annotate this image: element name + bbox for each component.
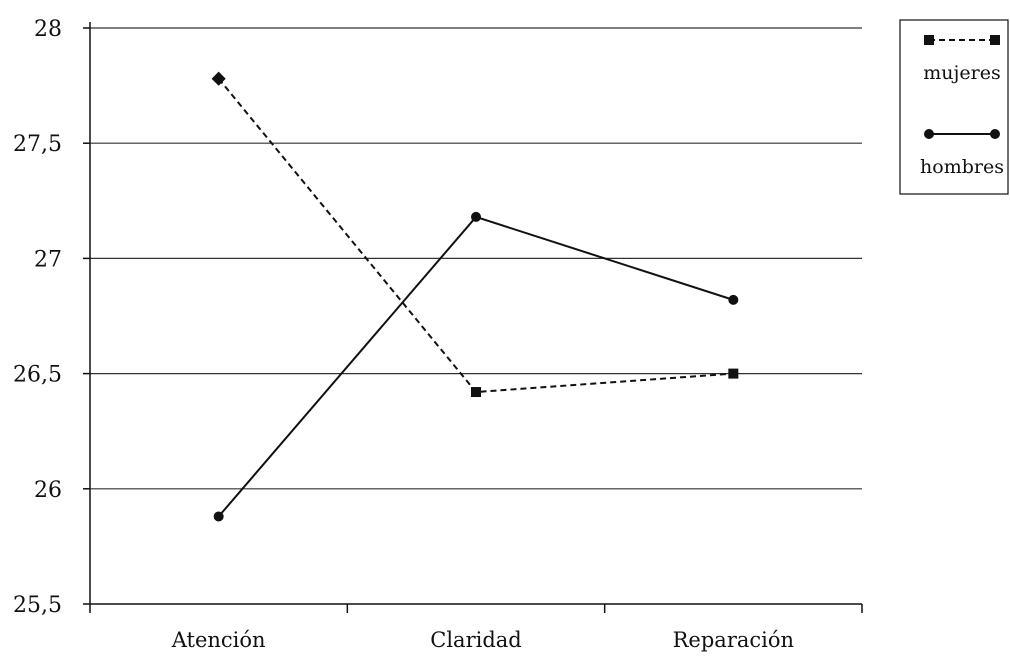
x-tick-label: Atención xyxy=(171,628,266,652)
x-tick-label: Claridad xyxy=(430,628,521,652)
data-point xyxy=(471,387,481,398)
data-point xyxy=(213,511,224,522)
axes xyxy=(89,22,862,605)
y-tick-label: 26 xyxy=(34,478,62,503)
y-tick-label: 25,5 xyxy=(13,593,62,618)
series-mujeres xyxy=(211,71,739,398)
y-tick-label: 28 xyxy=(34,17,62,42)
legend-marker xyxy=(990,35,1000,45)
legend-label: hombres xyxy=(920,156,1004,178)
data-point xyxy=(471,211,481,222)
legend-marker xyxy=(924,35,934,45)
legend-marker xyxy=(990,129,1000,139)
series-line xyxy=(217,78,734,394)
legend-label: mujeres xyxy=(923,62,1000,84)
y-tick-label: 27,5 xyxy=(13,132,62,157)
data-point xyxy=(728,368,739,379)
series-group xyxy=(211,71,739,522)
legend-marker xyxy=(924,129,934,139)
data-point xyxy=(211,71,226,86)
series-line xyxy=(217,215,734,518)
y-tick-label: 26,5 xyxy=(13,363,62,388)
y-axis-ticks: 25,5 26 26,5 27 27,5 28 xyxy=(13,17,90,618)
legend-box xyxy=(899,19,1009,195)
legend: mujeres hombres xyxy=(899,19,1009,195)
series-hombres xyxy=(213,211,739,522)
x-axis-ticks: Atención Claridad Reparación xyxy=(89,604,863,652)
y-tick-label: 27 xyxy=(34,247,62,272)
gridlines xyxy=(90,27,862,490)
data-point xyxy=(728,294,739,305)
x-tick-label: Reparación xyxy=(673,628,794,652)
